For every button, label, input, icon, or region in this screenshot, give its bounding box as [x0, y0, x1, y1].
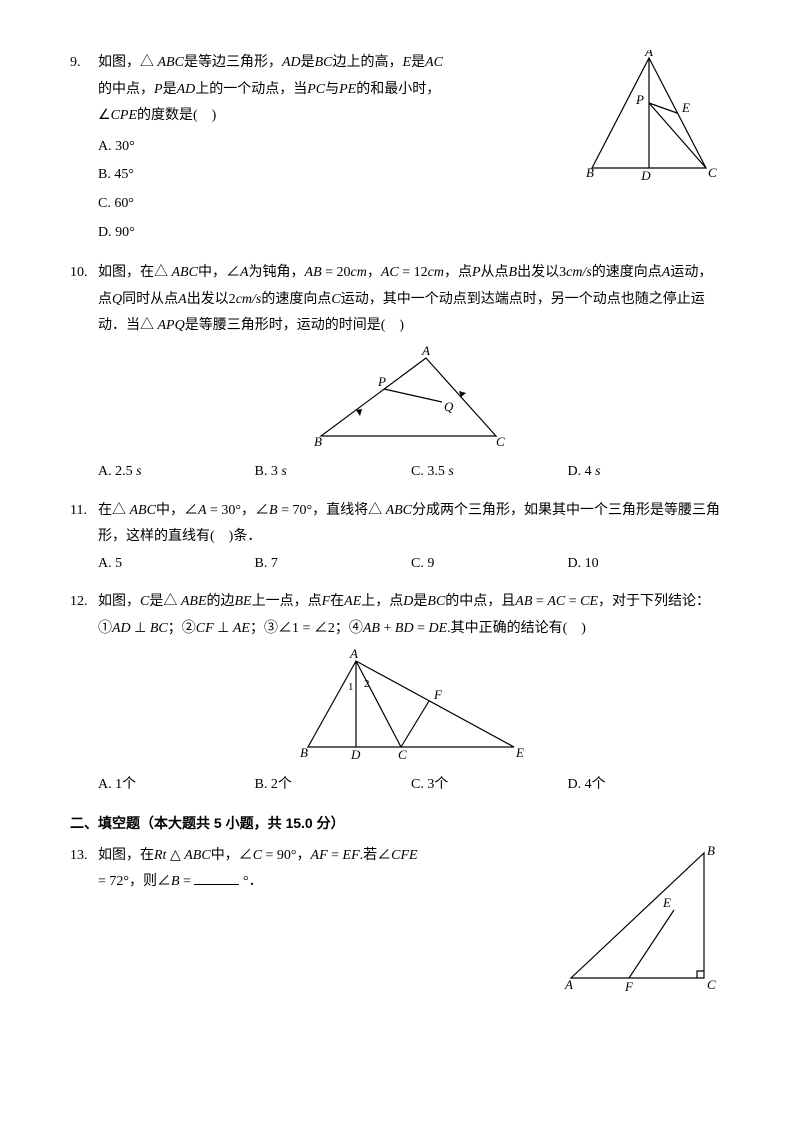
q12-figure: A B C D E F 1 2: [98, 649, 724, 764]
svg-text:E: E: [681, 100, 690, 115]
question-11: 11. 在△ ABC中，∠A = 30°，∠B = 70°，直线将△ ABC分成…: [70, 498, 724, 578]
q12-optA: A. 1个: [98, 772, 255, 799]
q9-line1: 如图，△ ABC是等边三角形，AD是BC边上的高，E是AC: [98, 50, 564, 77]
q11-number: 11.: [70, 498, 98, 578]
q10-optD: D. 4 s: [568, 459, 725, 486]
q13-blank: [194, 870, 239, 885]
q12-text: 如图，C是△ ABE的边BE上一点，点F在AE上，点D是BC的中点，且AB = …: [98, 589, 724, 642]
q11-optA: A. 5: [98, 551, 255, 578]
q13-figure: A B C E F: [559, 843, 724, 993]
svg-text:P: P: [377, 374, 386, 389]
svg-text:B: B: [314, 434, 322, 449]
svg-text:B: B: [586, 165, 594, 180]
q11-optD: D. 10: [568, 551, 725, 578]
svg-text:A: A: [421, 346, 430, 358]
q12-optD: D. 4个: [568, 772, 725, 799]
question-12: 12. 如图，C是△ ABE的边BE上一点，点F在AE上，点D是BC的中点，且A…: [70, 589, 724, 798]
q9-optC: C. 60°: [98, 191, 564, 218]
q9-optB: B. 45°: [98, 162, 564, 189]
q12-optB: B. 2个: [255, 772, 412, 799]
svg-text:B: B: [300, 745, 308, 760]
q12-optC: C. 3个: [411, 772, 568, 799]
q10-number: 10.: [70, 260, 98, 485]
svg-text:F: F: [433, 687, 443, 702]
svg-text:D: D: [350, 747, 361, 762]
svg-text:E: E: [515, 745, 524, 760]
q10-optC: C. 3.5 s: [411, 459, 568, 486]
section-2-heading: 二、填空题（本大题共 5 小题，共 15.0 分）: [70, 810, 724, 837]
q9-figure: A B C D E P: [574, 50, 724, 185]
q10-optB: B. 3 s: [255, 459, 412, 486]
svg-text:A: A: [644, 50, 653, 59]
q9-optA: A. 30°: [98, 134, 564, 161]
svg-text:P: P: [635, 92, 644, 107]
q13-line1: 如图，在Rt △ ABC中，∠C = 90°，AF = EF.若∠CFE: [98, 843, 549, 870]
svg-text:B: B: [707, 843, 715, 858]
q9-number: 9.: [70, 50, 98, 248]
q11-text: 在△ ABC中，∠A = 30°，∠B = 70°，直线将△ ABC分成两个三角…: [98, 498, 724, 551]
svg-text:1: 1: [348, 681, 354, 693]
q13-line2: = 72°，则∠B = °．: [98, 869, 549, 896]
q10-figure: A B C P Q: [98, 346, 724, 451]
q9-line3: ∠CPE的度数是( ): [98, 103, 564, 130]
svg-text:Q: Q: [444, 399, 454, 414]
svg-text:C: C: [708, 165, 717, 180]
q11-optB: B. 7: [255, 551, 412, 578]
q10-optA: A. 2.5 s: [98, 459, 255, 486]
svg-text:A: A: [349, 649, 358, 661]
q11-optC: C. 9: [411, 551, 568, 578]
q13-number: 13.: [70, 843, 98, 993]
svg-text:D: D: [640, 168, 651, 183]
question-13: 13. 如图，在Rt △ ABC中，∠C = 90°，AF = EF.若∠CFE…: [70, 843, 724, 993]
svg-text:C: C: [496, 434, 505, 449]
q9-line2: 的中点，P是AD上的一个动点，当PC与PE的和最小时，: [98, 77, 564, 104]
question-10: 10. 如图，在△ ABC中，∠A为钝角，AB = 20cm，AC = 12cm…: [70, 260, 724, 485]
question-9: 9. 如图，△ ABC是等边三角形，AD是BC边上的高，E是AC 的中点，P是A…: [70, 50, 724, 248]
svg-text:F: F: [624, 979, 634, 993]
svg-text:A: A: [564, 977, 573, 992]
q12-number: 12.: [70, 589, 98, 798]
svg-text:C: C: [398, 747, 407, 762]
q9-optD: D. 90°: [98, 220, 564, 247]
svg-text:2: 2: [364, 678, 370, 690]
svg-text:C: C: [707, 977, 716, 992]
svg-text:E: E: [662, 895, 671, 910]
q10-text: 如图，在△ ABC中，∠A为钝角，AB = 20cm，AC = 12cm，点P从…: [98, 260, 724, 340]
